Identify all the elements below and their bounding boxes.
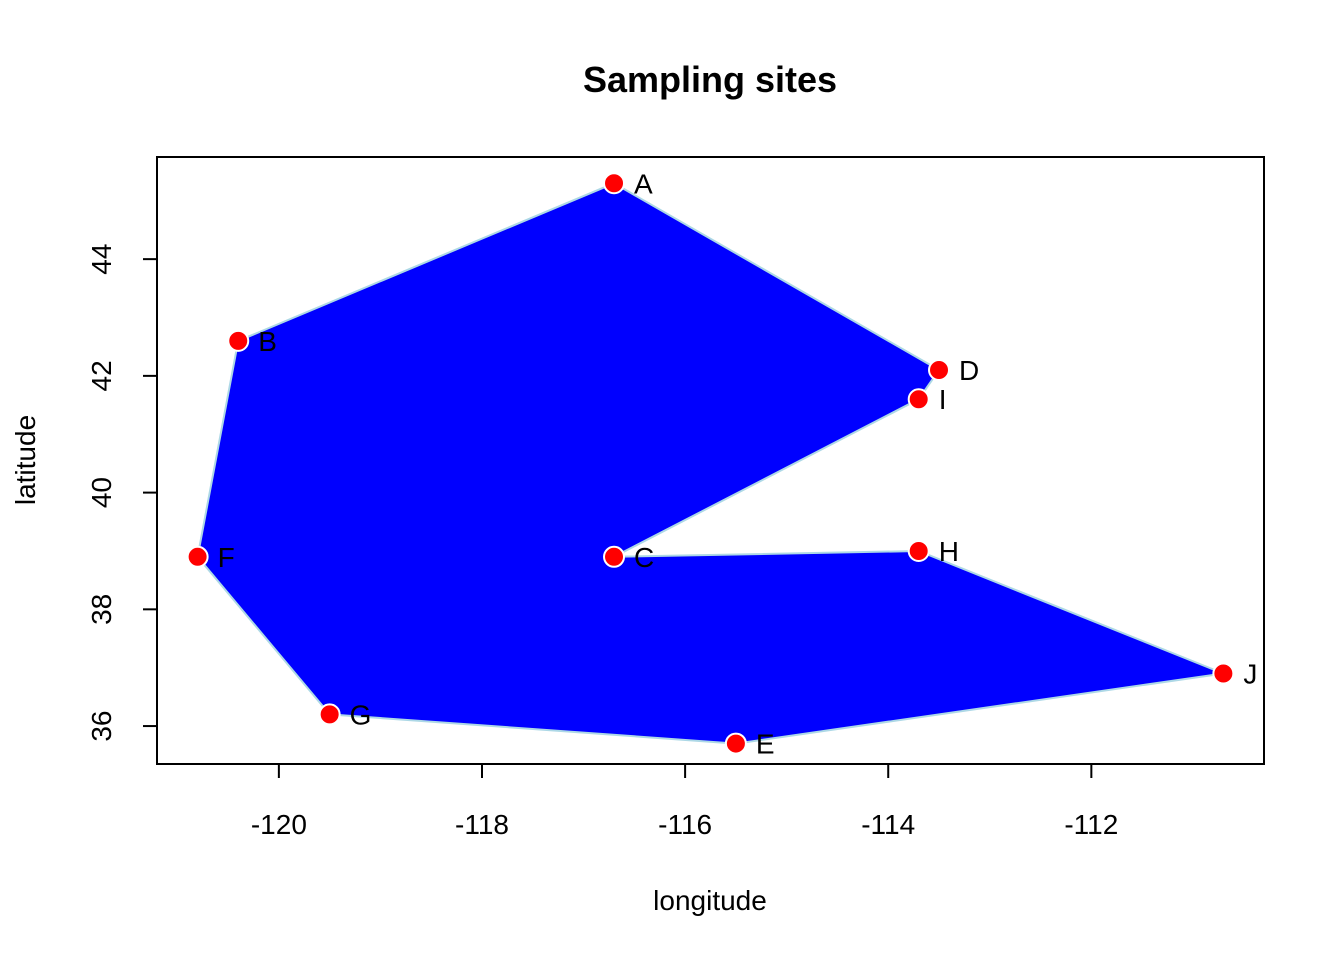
x-axis-title: longitude <box>653 885 767 916</box>
point-label-g: G <box>350 699 372 730</box>
points-layer <box>186 172 1235 755</box>
point-label-d: D <box>959 355 979 386</box>
chart-title: Sampling sites <box>583 59 837 100</box>
point-label-f: F <box>218 542 235 573</box>
point-b <box>227 329 250 352</box>
point-d <box>928 359 951 382</box>
y-tick-label: 42 <box>86 360 117 391</box>
x-tick-label: -118 <box>455 809 509 840</box>
point-h <box>907 539 930 562</box>
x-tick-label: -114 <box>861 809 915 840</box>
point-label-e: E <box>756 729 775 760</box>
point-labels-layer: A B C D E F G H I J <box>218 168 1258 759</box>
point-i <box>907 388 930 411</box>
y-tick-label: 40 <box>86 477 117 508</box>
y-axis-title: latitude <box>10 415 41 505</box>
point-label-i: I <box>939 384 947 415</box>
point-g <box>318 703 341 726</box>
y-tick-label: 44 <box>86 244 117 275</box>
point-label-c: C <box>634 542 654 573</box>
polygon-layer <box>196 182 1228 745</box>
x-tick-label: -116 <box>658 809 712 840</box>
sampling-polygon <box>196 182 1228 745</box>
point-label-b: B <box>258 326 277 357</box>
y-axis: 36 38 40 42 44 <box>86 244 158 742</box>
point-label-j: J <box>1243 659 1257 690</box>
x-axis: -120 -118 -116 -114 -112 <box>251 763 1118 840</box>
x-tick-label: -112 <box>1064 809 1118 840</box>
y-tick-label: 36 <box>86 710 117 741</box>
point-a <box>603 172 626 195</box>
point-c <box>603 545 626 568</box>
point-e <box>724 732 747 755</box>
point-f <box>186 545 209 568</box>
y-tick-label: 38 <box>86 594 117 625</box>
point-label-a: A <box>634 168 653 199</box>
point-label-h: H <box>939 536 959 567</box>
point-j <box>1212 662 1235 685</box>
x-tick-label: -120 <box>251 809 307 840</box>
